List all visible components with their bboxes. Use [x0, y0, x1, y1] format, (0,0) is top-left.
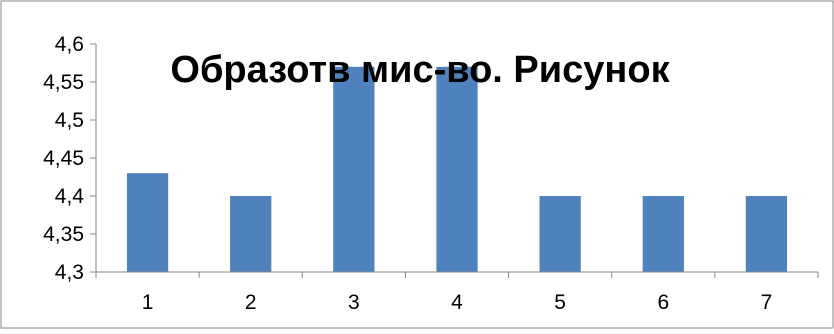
bar	[126, 173, 169, 272]
y-tick-label: 4,6	[55, 33, 84, 56]
y-tick-label: 4,3	[55, 261, 84, 284]
y-tick-label: 4,45	[43, 147, 84, 170]
bars-layer	[126, 66, 788, 272]
bar	[333, 66, 375, 272]
bar	[230, 196, 272, 272]
y-tick-label: 4,5	[55, 109, 84, 132]
bar	[642, 196, 684, 272]
bar	[436, 66, 478, 272]
bar	[539, 196, 581, 272]
axes-layer: 4,3 4,35 4,4 4,45 4,5 4,55 4,6 1 2 3 4 5 6 7	[43, 33, 819, 314]
x-tick-label: 6	[657, 291, 669, 314]
x-tick-label: 3	[348, 291, 360, 314]
y-tick-label: 4,4	[55, 185, 85, 208]
chart-title: Образотв мис-во. Рисунок	[170, 49, 670, 91]
x-tick-label: 7	[761, 291, 773, 314]
y-tick-label: 4,55	[43, 71, 84, 94]
y-tick-label: 4,35	[43, 223, 84, 246]
x-tick-label: 4	[451, 291, 463, 314]
x-tick-label: 2	[245, 291, 257, 314]
x-tick-label: 1	[142, 291, 154, 314]
x-tick-label: 5	[554, 291, 566, 314]
bar	[745, 196, 788, 272]
